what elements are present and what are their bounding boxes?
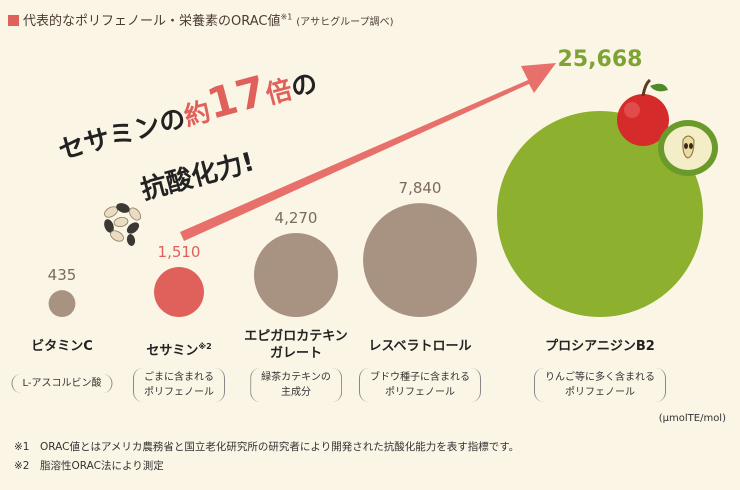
value-label-2: 1,510 (157, 243, 201, 262)
value-label-4: 7,840 (398, 179, 442, 198)
category-name-2: セサミン※2 (146, 342, 212, 359)
sesame-seeds-illustration (104, 203, 142, 246)
bubble-5 (497, 111, 703, 317)
value-label-3: 4,270 (274, 208, 318, 227)
chart-source: (アサヒグループ調べ) (296, 17, 394, 28)
category-name-1: ビタミンC (31, 339, 93, 354)
bubble-2 (154, 267, 204, 317)
title-marker-icon (8, 15, 19, 26)
footnote-2: ※2 脂溶性ORAC法により測定 (14, 460, 164, 472)
bubble-3 (253, 232, 339, 317)
apple-illustration (617, 78, 718, 176)
footnote-1: ※1 ORAC値とはアメリカ農務省と国立老化研究所の研究者により開発された抗酸化… (14, 441, 520, 453)
category-name-4: レスベラトロール (368, 339, 472, 354)
trend-arrow (180, 63, 556, 241)
chart-title-text: 代表的なポリフェノール・栄養素のORAC値 (23, 14, 281, 29)
bubble-1 (48, 290, 76, 318)
category-desc-4: ブドウ種子に含まれる ポリフェノール (359, 368, 481, 402)
value-label-5: 25,668 (557, 47, 643, 72)
chart-title: 代表的なポリフェノール・栄養素のORAC値※1 (アサヒグループ調べ) (8, 10, 393, 29)
category-desc-5: りんご等に多く含まれる ポリフェノール (534, 368, 666, 402)
bubble-4 (363, 203, 477, 317)
category-desc-2: ごまに含まれる ポリフェノール (133, 368, 225, 402)
title-footnote-ref: ※1 (280, 12, 293, 22)
category-desc-1: L-アスコルビン酸 (11, 374, 113, 393)
category-desc-3: 緑茶カテキンの 主成分 (250, 368, 342, 402)
category-name-5: プロシアニジンB2 (545, 339, 655, 354)
category-name-3: エピガロカテキン ガレート (244, 329, 348, 361)
unit-label: (μmolTE/mol) (658, 413, 726, 424)
value-label-1: 435 (47, 266, 77, 285)
